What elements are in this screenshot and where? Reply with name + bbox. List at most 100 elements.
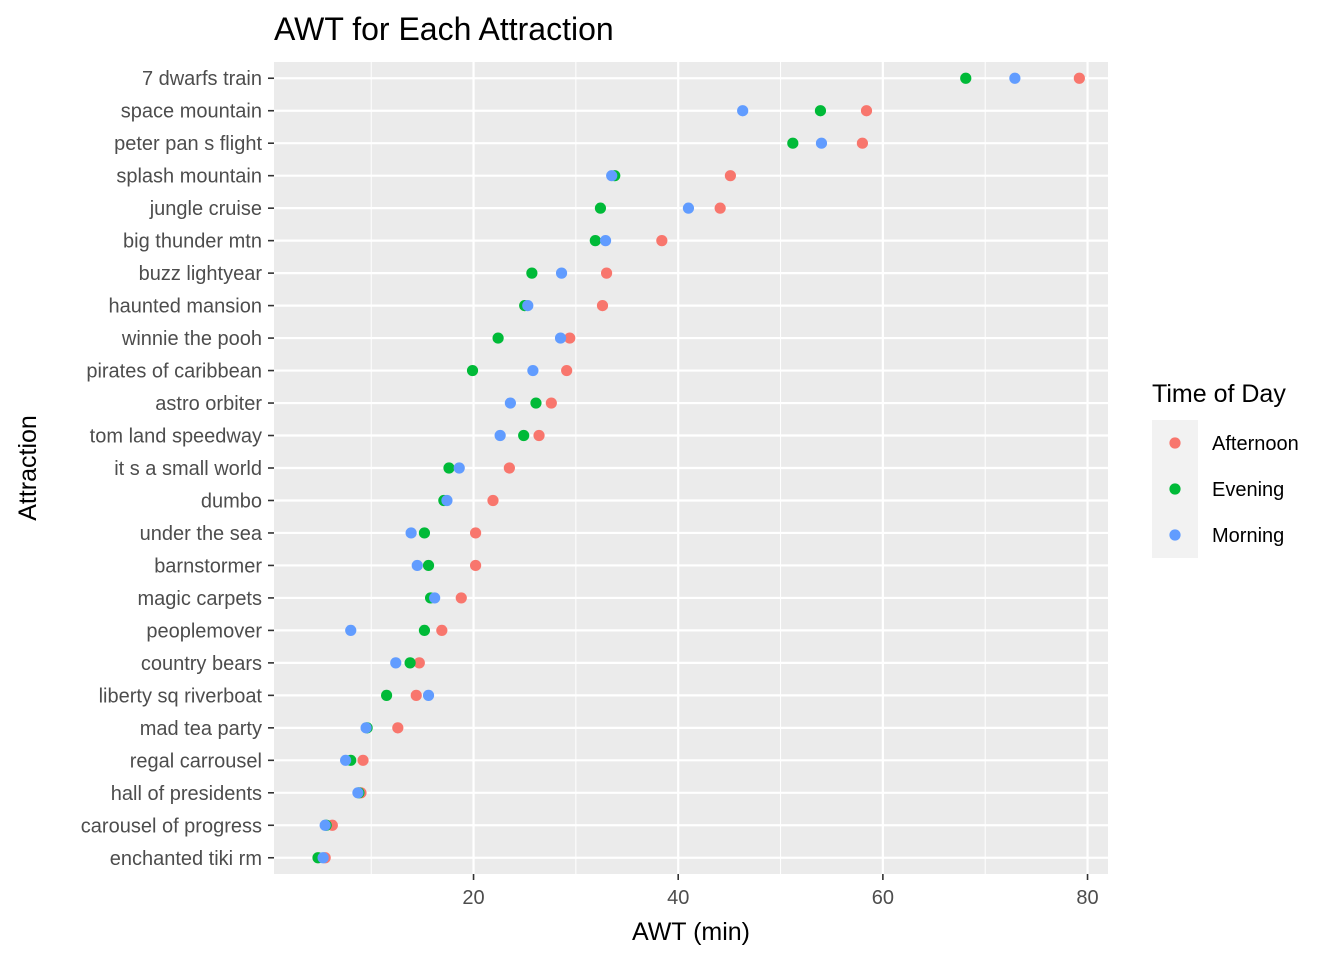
data-point-evening: [594, 202, 607, 214]
data-point-evening: [418, 527, 431, 539]
data-point-morning: [555, 267, 568, 279]
data-point-morning: [319, 819, 331, 831]
data-point-morning: [453, 462, 465, 474]
y-tick-label: hall of presidents: [111, 783, 262, 805]
data-point-morning: [422, 689, 435, 701]
data-point-morning: [527, 364, 539, 377]
data-point-morning: [352, 787, 364, 799]
data-point-afternoon: [413, 657, 425, 669]
data-point-morning: [390, 657, 402, 669]
data-point-evening: [518, 429, 530, 442]
major-gridlines: [274, 62, 1108, 874]
data-point-evening: [422, 559, 435, 572]
data-point-morning: [411, 559, 423, 572]
data-point-afternoon: [860, 105, 873, 117]
data-point-afternoon: [856, 137, 869, 149]
y-tick-label: under the sea: [140, 523, 263, 545]
y-tick-label: liberty sq riverboat: [99, 685, 263, 707]
data-point-afternoon: [596, 300, 609, 312]
y-tick-label: regal carrousel: [130, 750, 262, 772]
data-point-afternoon: [545, 397, 557, 409]
data-point-afternoon: [561, 364, 573, 377]
x-axis: 20 40 60 80: [462, 874, 1099, 909]
data-point-evening: [492, 332, 504, 344]
x-tick-label: 80: [1076, 887, 1098, 909]
data-point-evening: [530, 397, 542, 409]
y-tick-label: space mountain: [121, 101, 262, 123]
y-tick-label: big thunder mtn: [123, 231, 262, 253]
data-point-afternoon: [469, 527, 482, 539]
data-point-morning: [554, 332, 567, 344]
data-point-afternoon: [436, 624, 448, 637]
data-points: [312, 72, 1085, 864]
data-point-afternoon: [410, 689, 422, 701]
y-tick-label: winnie the pooh: [121, 328, 262, 350]
data-point-morning: [494, 429, 506, 442]
data-point-afternoon: [455, 592, 467, 604]
data-point-afternoon: [357, 754, 369, 766]
y-tick-label: haunted mansion: [109, 296, 262, 318]
data-point-evening: [814, 105, 827, 117]
legend-key-afternoon: [1169, 437, 1181, 449]
y-tick-label: enchanted tiki rm: [110, 848, 262, 870]
data-point-evening: [404, 657, 416, 669]
data-point-morning: [405, 527, 417, 539]
y-tick-label: buzz lightyear: [139, 263, 263, 285]
data-point-evening: [380, 689, 393, 701]
data-point-morning: [429, 592, 441, 604]
legend-label: Afternoon: [1212, 433, 1299, 455]
y-tick-label: magic carpets: [138, 588, 263, 610]
data-point-afternoon: [1073, 72, 1085, 84]
data-point-afternoon: [564, 332, 576, 344]
legend-title: Time of Day: [1152, 380, 1286, 408]
x-tick-label: 20: [462, 887, 484, 909]
data-point-morning: [599, 235, 612, 247]
data-point-afternoon: [487, 494, 499, 507]
data-point-evening: [787, 137, 799, 149]
data-point-evening: [418, 624, 431, 637]
legend-label: Morning: [1212, 525, 1284, 547]
data-point-morning: [360, 722, 372, 734]
data-point-afternoon: [656, 235, 668, 247]
y-tick-label: 7 dwarfs train: [142, 68, 262, 90]
legend-key-evening: [1169, 483, 1181, 495]
data-point-morning: [345, 624, 357, 637]
chart-title: AWT for Each Attraction: [274, 11, 614, 47]
data-point-evening: [466, 364, 479, 377]
data-point-afternoon: [469, 559, 482, 572]
legend-label: Evening: [1212, 479, 1284, 501]
data-point-afternoon: [714, 202, 726, 214]
y-tick-label: dumbo: [201, 490, 262, 512]
data-point-morning: [504, 397, 516, 409]
y-tick-label: carousel of progress: [81, 815, 262, 837]
data-point-morning: [441, 494, 453, 507]
legend: Time of Day Afternoon Evening Morning: [1152, 380, 1299, 558]
y-tick-label: astro orbiter: [155, 393, 262, 415]
data-point-morning: [522, 300, 534, 312]
data-point-afternoon: [392, 722, 404, 734]
y-tick-label: tom land speedway: [90, 426, 262, 448]
y-tick-label: it s a small world: [114, 458, 262, 480]
data-point-evening: [589, 235, 601, 247]
data-point-morning: [1009, 72, 1021, 84]
data-point-morning: [815, 137, 828, 149]
x-tick-label: 60: [872, 887, 894, 909]
data-point-morning: [340, 754, 352, 766]
y-tick-label: splash mountain: [116, 166, 262, 188]
y-axis: 7 dwarfs train space mountain peter pan s …: [81, 68, 274, 870]
data-point-evening: [526, 267, 538, 279]
data-point-afternoon: [503, 462, 515, 474]
data-point-morning: [682, 202, 695, 214]
legend-items: Afternoon Evening Morning: [1169, 433, 1299, 547]
y-tick-label: mad tea party: [140, 718, 262, 740]
legend-key-morning: [1169, 529, 1181, 541]
y-tick-label: country bears: [141, 653, 262, 675]
y-tick-label: peter pan s flight: [114, 133, 262, 155]
y-axis-title: Attraction: [14, 415, 42, 521]
data-point-evening: [443, 462, 455, 474]
y-tick-label: peoplemover: [146, 620, 262, 642]
data-point-morning: [317, 852, 329, 864]
data-point-afternoon: [533, 429, 545, 442]
data-point-morning: [737, 105, 749, 117]
